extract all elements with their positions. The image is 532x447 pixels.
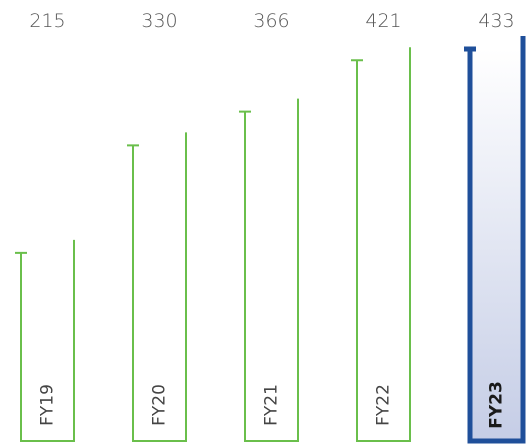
category-labels-group: FY19 FY20 FY21 FY22 FY23 — [38, 381, 507, 429]
value-label-fy23: 433 — [478, 10, 514, 32]
category-label-fy20: FY20 — [150, 384, 170, 426]
bars-group — [15, 36, 526, 444]
category-label-fy23: FY23 — [487, 381, 507, 429]
category-label-fy19: FY19 — [38, 384, 58, 426]
bar-fy19 — [15, 239, 75, 442]
value-label-fy19: 215 — [29, 10, 65, 32]
bar-fy20 — [127, 132, 187, 442]
bar-fy21 — [239, 98, 299, 442]
bar-fill-fy23 — [470, 49, 523, 441]
value-labels-group: 215 330 366 421 433 — [29, 10, 514, 32]
value-label-fy21: 366 — [253, 10, 289, 32]
bar-fy23 — [464, 36, 526, 444]
category-label-fy22: FY22 — [374, 384, 394, 426]
value-label-fy22: 421 — [365, 10, 401, 32]
bar-fy22 — [351, 47, 411, 442]
category-label-fy21: FY21 — [262, 384, 282, 426]
value-label-fy20: 330 — [141, 10, 177, 32]
